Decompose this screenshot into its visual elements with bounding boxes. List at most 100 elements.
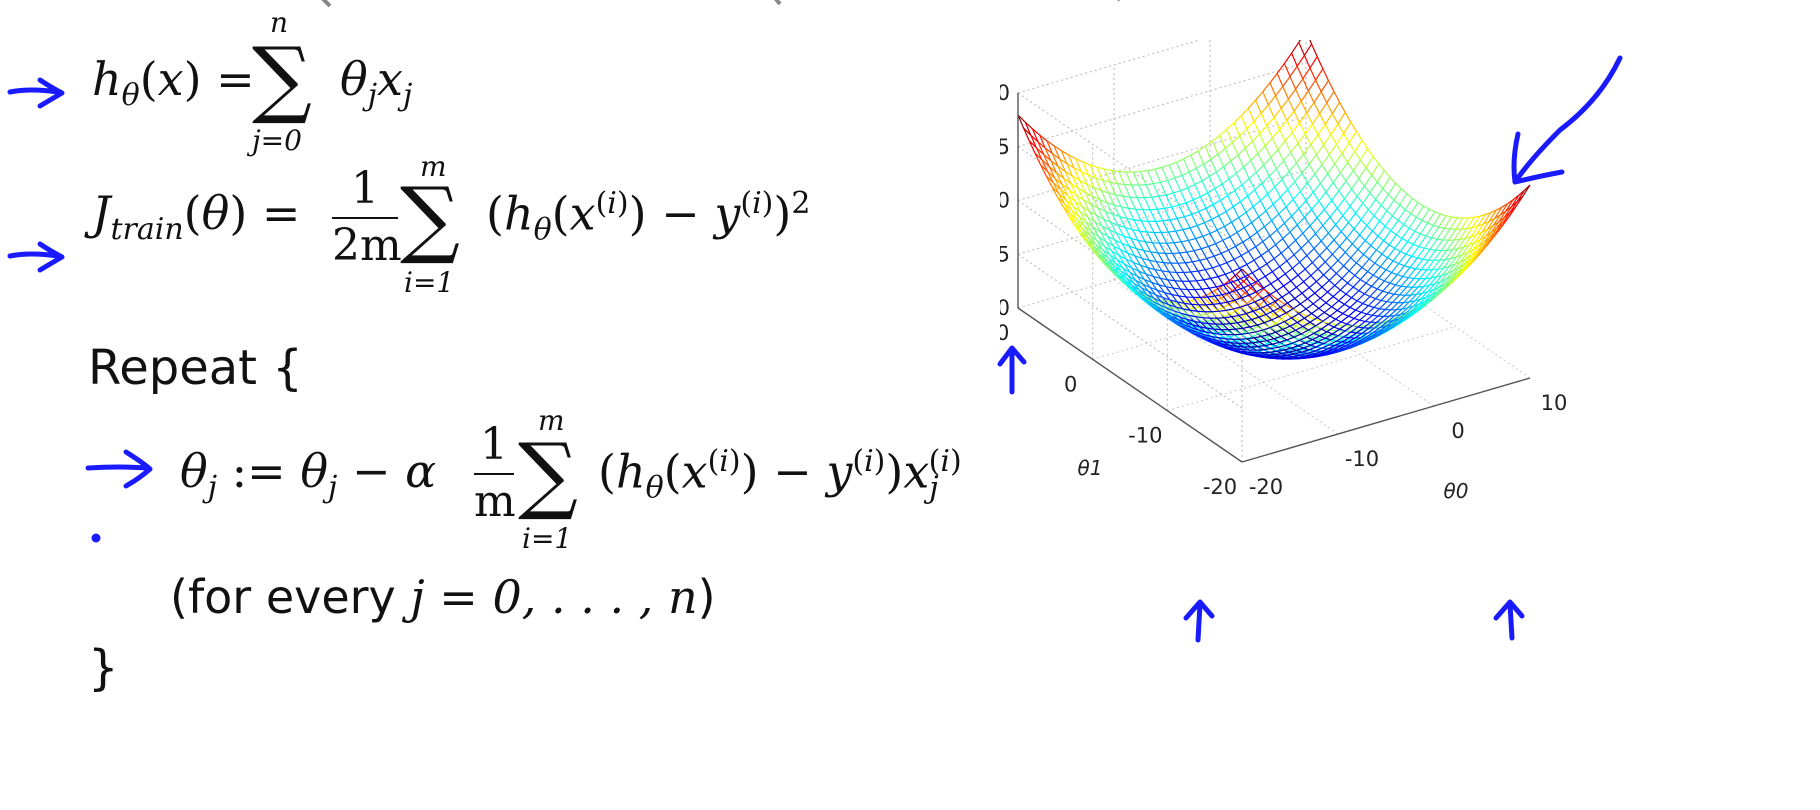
mesh-line xyxy=(1278,312,1287,318)
mesh-line xyxy=(1252,307,1261,312)
mesh-line xyxy=(1411,278,1421,288)
mesh-line xyxy=(1043,154,1050,167)
mesh-line xyxy=(1367,271,1374,276)
mesh-line xyxy=(1318,200,1325,210)
update-sigma: ∑ xyxy=(518,425,578,523)
mesh-line xyxy=(1307,90,1315,103)
mesh-line xyxy=(1160,232,1168,244)
mesh-line xyxy=(1282,325,1291,331)
mesh-line xyxy=(1354,267,1363,276)
mesh-line xyxy=(1382,282,1391,292)
mesh-line xyxy=(1138,184,1145,198)
mesh-line xyxy=(1275,290,1283,298)
mesh-line xyxy=(1324,261,1332,269)
mesh-line xyxy=(1302,78,1309,92)
mesh-line xyxy=(1379,220,1386,227)
mesh-line xyxy=(1360,209,1369,220)
mesh-line xyxy=(1366,215,1375,226)
mesh-line xyxy=(1348,309,1356,317)
mesh-line xyxy=(1228,304,1236,312)
mesh-line xyxy=(1158,195,1165,209)
mesh-line xyxy=(1503,206,1513,218)
mesh-line xyxy=(1365,320,1371,323)
mesh-line xyxy=(1455,268,1464,278)
mesh-line xyxy=(1213,290,1222,299)
mesh-line xyxy=(1355,131,1363,141)
mesh-line xyxy=(1260,255,1268,265)
mesh-line xyxy=(1423,294,1433,303)
mesh-line xyxy=(1335,313,1344,320)
mesh-line xyxy=(1081,206,1089,218)
mesh-line xyxy=(1416,247,1425,259)
mesh-line xyxy=(1121,243,1129,254)
mesh-line xyxy=(1328,340,1337,346)
mesh-line xyxy=(1344,251,1352,259)
mesh-line xyxy=(1188,314,1196,318)
mesh-line xyxy=(1291,215,1298,226)
mesh-line xyxy=(1215,323,1222,331)
mesh-line xyxy=(1426,260,1435,271)
mesh-line xyxy=(1222,240,1229,251)
mesh-line xyxy=(1261,334,1269,338)
mesh-line xyxy=(1251,316,1259,321)
mesh-line xyxy=(1324,311,1331,317)
mesh-line xyxy=(1179,288,1187,298)
mesh-line xyxy=(1375,198,1382,206)
mesh-line xyxy=(1431,237,1438,240)
mesh-line xyxy=(1071,175,1079,189)
mesh-line xyxy=(1321,286,1329,293)
mesh-line xyxy=(1328,318,1336,325)
mesh-line xyxy=(1151,282,1158,291)
mesh-line xyxy=(1123,263,1131,273)
mesh-line xyxy=(1360,279,1367,284)
mesh-line xyxy=(1411,255,1418,259)
mesh-line xyxy=(1433,250,1442,261)
mesh-line xyxy=(1241,184,1249,197)
mesh-line xyxy=(1362,302,1369,307)
mesh-line xyxy=(1233,259,1241,269)
mesh-line xyxy=(1355,341,1364,347)
cost-lhs: Jtrain(θ) = xyxy=(92,186,301,248)
mesh-line xyxy=(1297,274,1305,283)
mesh-line xyxy=(1147,170,1154,184)
mesh-line xyxy=(1206,327,1213,334)
grid-line-floor xyxy=(1167,326,1456,412)
mesh-line xyxy=(1207,339,1215,343)
mesh-line xyxy=(1494,206,1503,219)
mesh-line xyxy=(1250,284,1257,293)
mesh-line xyxy=(1391,263,1400,273)
mesh-line xyxy=(1400,316,1409,323)
mesh-line xyxy=(1489,227,1498,238)
mesh-line xyxy=(1391,294,1401,303)
mesh-line xyxy=(1180,325,1188,331)
mesh-line xyxy=(1414,230,1421,235)
mesh-line xyxy=(1283,280,1292,287)
mesh-line xyxy=(1412,243,1420,248)
mesh-line xyxy=(1262,327,1271,331)
mesh-line xyxy=(1385,260,1394,271)
mesh-line xyxy=(1328,272,1337,281)
mesh-line xyxy=(1147,302,1156,309)
mesh-line xyxy=(1089,164,1097,179)
mesh-line xyxy=(1298,308,1307,315)
mesh-line xyxy=(1346,317,1355,325)
mesh-line xyxy=(1259,308,1267,315)
mesh-line xyxy=(1292,339,1300,344)
mesh-line xyxy=(1229,322,1238,325)
mesh-line xyxy=(1387,284,1397,294)
mesh-line xyxy=(1240,350,1248,353)
mesh-line xyxy=(1059,189,1067,201)
mesh-line xyxy=(1063,178,1070,191)
mesh-line xyxy=(1464,227,1473,239)
mesh-line xyxy=(1145,184,1153,198)
mesh-line xyxy=(1107,192,1115,206)
mesh-line xyxy=(1449,272,1458,282)
mesh-line xyxy=(1308,346,1317,351)
mesh-line xyxy=(1378,269,1387,279)
mesh-line xyxy=(1507,206,1517,218)
mesh-line xyxy=(1255,317,1264,324)
mesh-line xyxy=(1065,199,1073,211)
mesh-line xyxy=(1061,184,1069,196)
mesh-line xyxy=(1243,227,1251,238)
